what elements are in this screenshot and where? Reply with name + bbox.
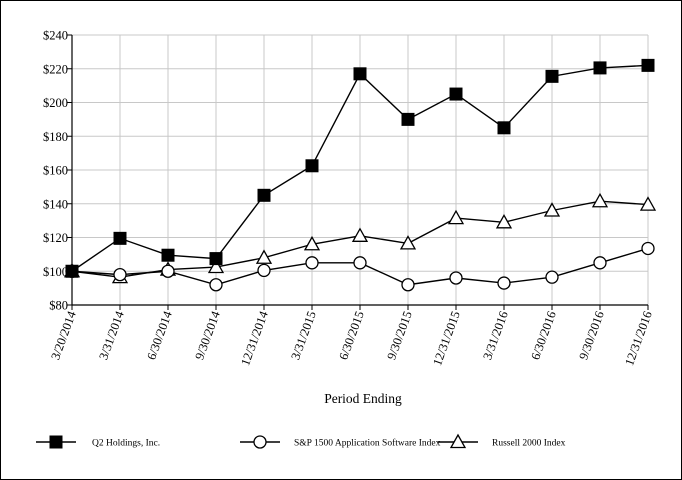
x-tick-label: 12/31/2014: [238, 309, 271, 368]
y-tick-label: $100: [43, 265, 68, 279]
data-point: [353, 256, 367, 270]
data-point: [591, 192, 609, 208]
y-tick-label: $120: [43, 231, 68, 245]
data-point: [303, 235, 321, 251]
legend-label: Q2 Holdings, Inc.: [92, 439, 160, 449]
x-tick-label: 6/30/2015: [336, 309, 366, 361]
data-point: [257, 188, 271, 202]
data-point: [449, 271, 463, 285]
data-point: [641, 58, 655, 72]
x-tick-label: 3/31/2015: [288, 309, 318, 361]
y-tick-label: $220: [43, 62, 68, 76]
data-point: [305, 159, 319, 173]
x-tick-label: 9/30/2014: [192, 309, 223, 362]
data-point: [593, 61, 607, 75]
y-tick-label: $180: [43, 130, 68, 144]
data-point: [497, 276, 511, 290]
data-point: [161, 264, 175, 278]
y-tick-label: $160: [43, 164, 68, 178]
x-tick-label: 12/31/2016: [622, 309, 655, 367]
series-group: [63, 58, 657, 292]
legend-item: S&P 1500 Application Software Index: [240, 435, 441, 449]
legend-label: S&P 1500 Application Software Index: [294, 438, 441, 449]
y-tick-label: $200: [43, 96, 68, 110]
data-point: [161, 248, 175, 262]
data-point: [255, 249, 273, 264]
data-point: [209, 252, 223, 266]
data-point: [209, 278, 223, 292]
x-tick-label: 9/30/2015: [384, 309, 414, 361]
data-point: [497, 121, 511, 135]
legend-marker: [253, 435, 267, 449]
x-tick-label: 6/30/2014: [144, 309, 175, 362]
data-point: [545, 69, 559, 83]
x-tick-label: 3/31/2014: [96, 309, 127, 362]
y-tick-label: $80: [49, 299, 68, 313]
x-tick-label: 3/31/2016: [480, 309, 510, 361]
x-tick-label: 12/31/2015: [430, 309, 463, 367]
legend-label: Russell 2000 Index: [492, 439, 566, 449]
data-point: [495, 213, 513, 229]
y-tick-label: $240: [43, 29, 68, 43]
data-point: [351, 227, 369, 242]
legend-item: Q2 Holdings, Inc.: [36, 435, 160, 449]
data-point: [593, 256, 607, 270]
data-point: [449, 87, 463, 101]
data-point: [113, 267, 127, 282]
x-tick-label: 9/30/2016: [576, 309, 606, 361]
data-point: [641, 241, 655, 256]
data-point: [207, 258, 225, 274]
legend: Q2 Holdings, Inc. S&P 1500 Application So…: [36, 433, 566, 449]
y-axis-ticks: $80 $100 $120 $140 $160 $180 $200 $220 $240: [43, 29, 72, 313]
data-point: [447, 209, 465, 225]
data-point: [639, 196, 657, 211]
x-axis-ticks: 3/20/2014 3/31/2014 6/30/2014 9/30/2014 12/3…: [48, 305, 655, 368]
data-point: [65, 264, 79, 278]
x-tick-label: 6/30/2016: [528, 309, 558, 361]
legend-marker: [49, 435, 63, 449]
y-tick-label: $140: [43, 197, 68, 211]
data-point: [543, 202, 561, 217]
data-point: [401, 278, 415, 292]
data-point: [257, 263, 271, 278]
x-tick-label: 3/20/2014: [48, 309, 79, 362]
data-point: [399, 235, 417, 250]
data-point: [113, 231, 127, 245]
data-point: [353, 67, 367, 81]
data-point: [305, 256, 319, 270]
series-1: [65, 58, 655, 278]
x-axis-label: Period Ending: [324, 391, 402, 406]
legend-marker: [449, 433, 467, 449]
data-point: [545, 270, 559, 284]
legend-item: Russell 2000 Index: [438, 433, 566, 449]
data-point: [401, 112, 415, 126]
